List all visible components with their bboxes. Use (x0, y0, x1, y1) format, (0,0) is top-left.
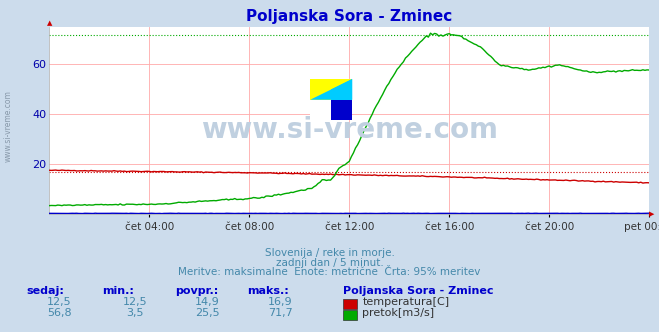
Text: zadnji dan / 5 minut.: zadnji dan / 5 minut. (275, 258, 384, 268)
Text: povpr.:: povpr.: (175, 286, 218, 296)
Text: 12,5: 12,5 (47, 297, 72, 307)
Text: 56,8: 56,8 (47, 308, 72, 318)
Text: min.:: min.: (102, 286, 134, 296)
Text: Poljanska Sora - Zminec: Poljanska Sora - Zminec (343, 286, 493, 296)
Title: Poljanska Sora - Zminec: Poljanska Sora - Zminec (246, 9, 452, 24)
Text: maks.:: maks.: (247, 286, 289, 296)
FancyBboxPatch shape (310, 100, 331, 121)
Text: 16,9: 16,9 (268, 297, 293, 307)
Text: ▲: ▲ (47, 21, 52, 27)
Text: 12,5: 12,5 (123, 297, 148, 307)
FancyBboxPatch shape (331, 100, 353, 121)
Text: ▶: ▶ (649, 211, 654, 217)
Text: 3,5: 3,5 (127, 308, 144, 318)
Text: www.si-vreme.com: www.si-vreme.com (3, 90, 13, 162)
Text: 71,7: 71,7 (268, 308, 293, 318)
FancyBboxPatch shape (310, 79, 331, 100)
Polygon shape (310, 79, 353, 100)
Text: temperatura[C]: temperatura[C] (362, 297, 449, 307)
Text: 25,5: 25,5 (195, 308, 220, 318)
Polygon shape (310, 79, 353, 100)
Text: sedaj:: sedaj: (26, 286, 64, 296)
Text: pretok[m3/s]: pretok[m3/s] (362, 308, 434, 318)
Polygon shape (331, 100, 353, 121)
Text: 14,9: 14,9 (195, 297, 220, 307)
Text: Slovenija / reke in morje.: Slovenija / reke in morje. (264, 248, 395, 258)
Text: www.si-vreme.com: www.si-vreme.com (201, 116, 498, 144)
FancyBboxPatch shape (331, 79, 353, 100)
Text: Meritve: maksimalne  Enote: metrične  Črta: 95% meritev: Meritve: maksimalne Enote: metrične Črta… (179, 267, 480, 277)
